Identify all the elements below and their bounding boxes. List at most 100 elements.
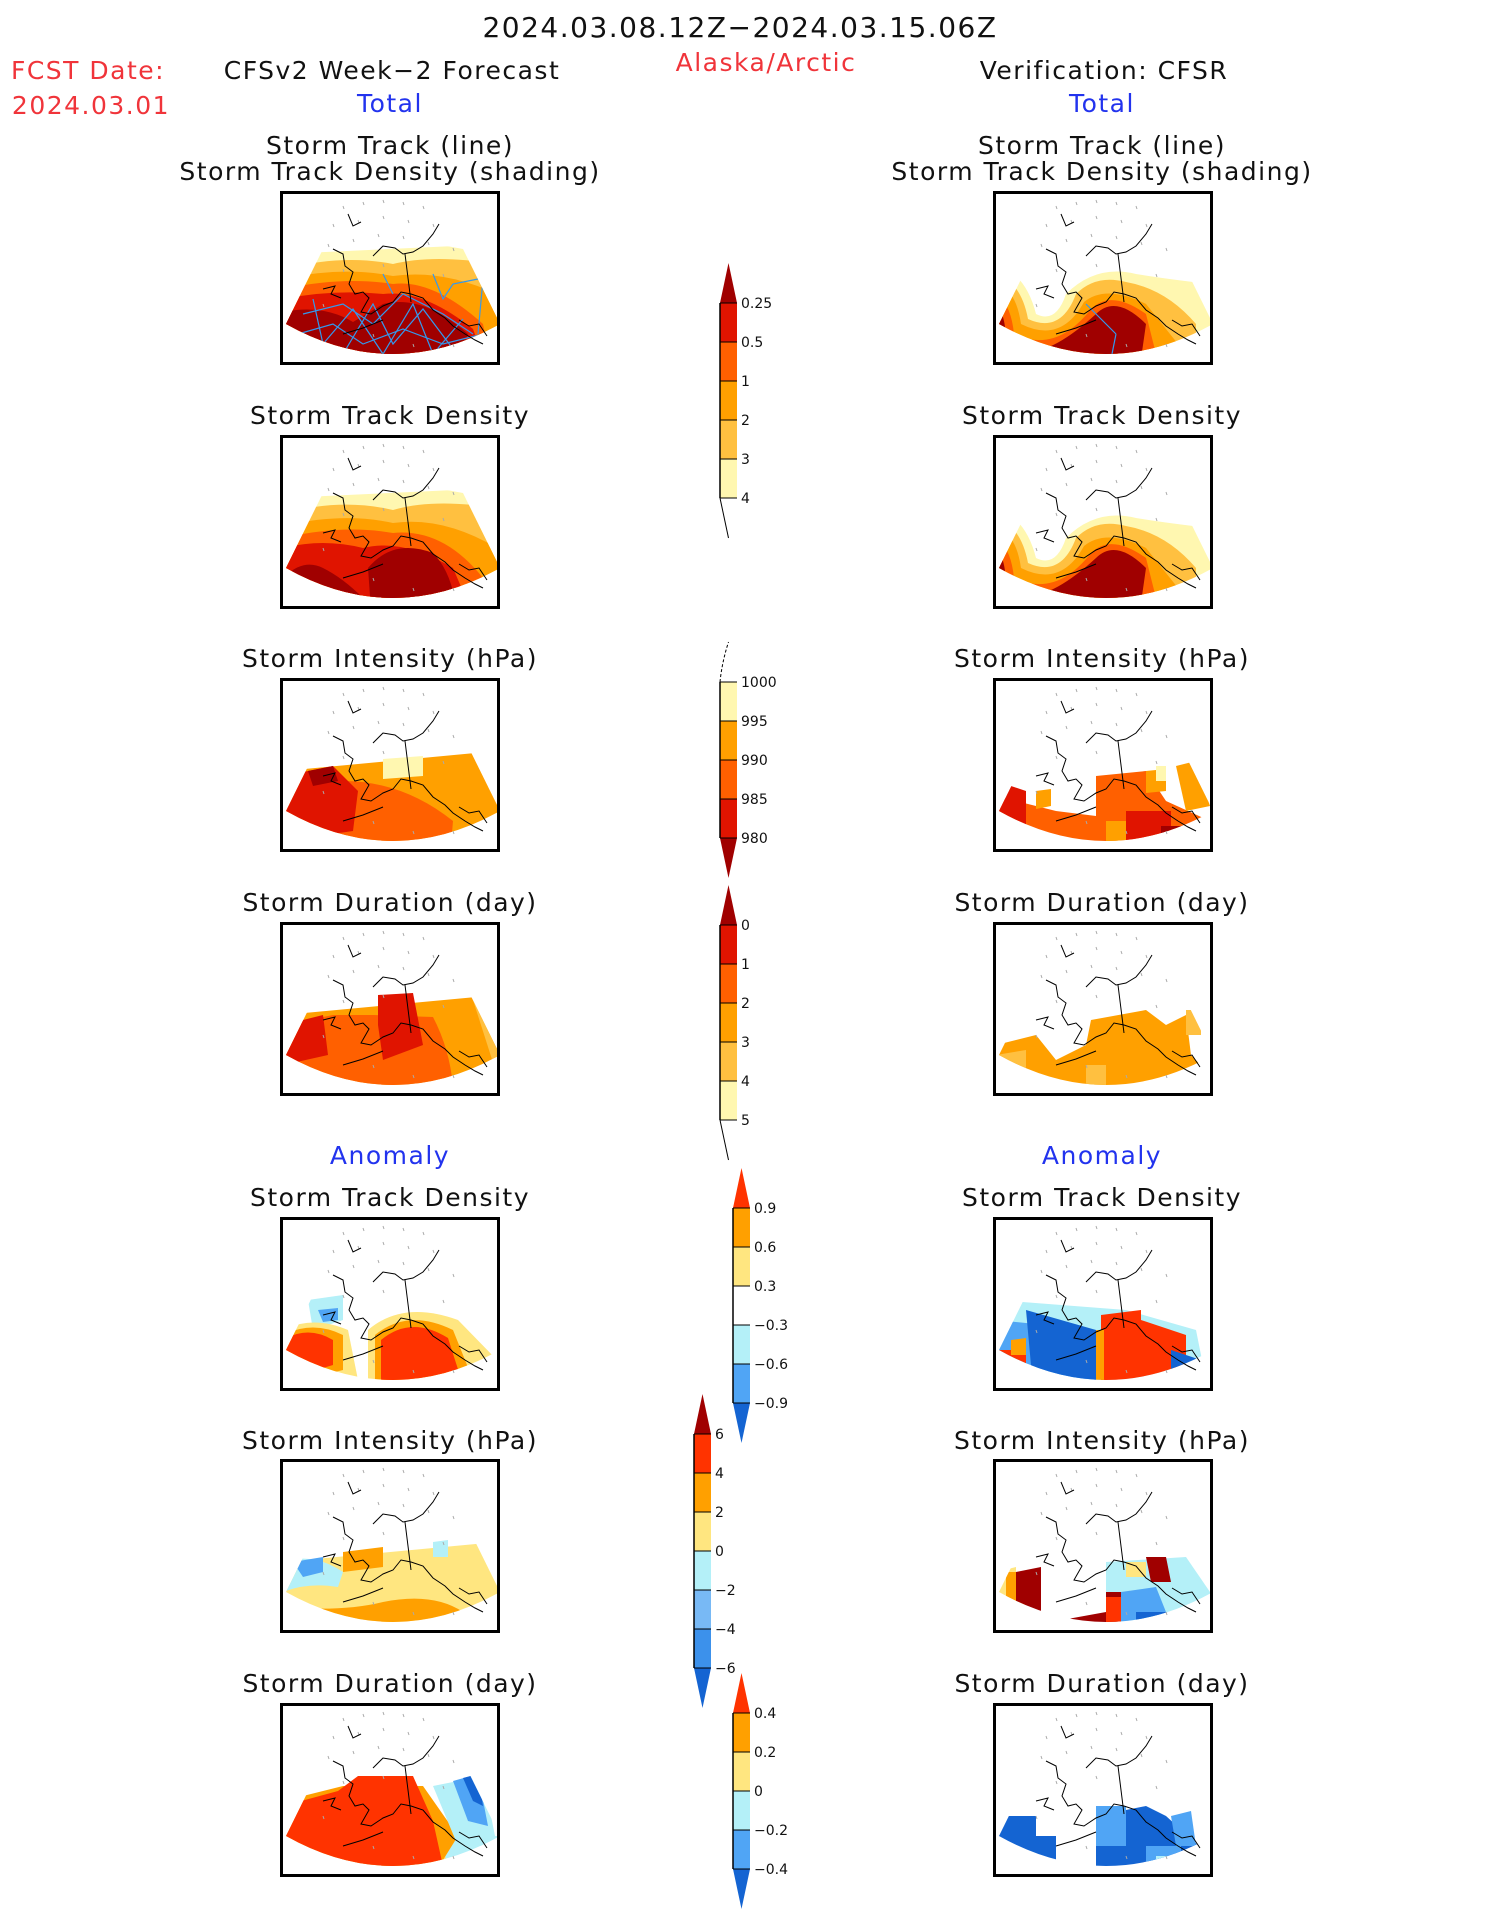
colorbar-extend-top bbox=[720, 885, 737, 925]
density-colorbar: 0.25 0.5 1 2 3 4 bbox=[719, 263, 840, 542]
colorbar-segment bbox=[694, 1434, 711, 1473]
colorbar-extend-bottom bbox=[694, 1668, 711, 1708]
colorbar-segment bbox=[733, 1830, 750, 1869]
colorbar-segment bbox=[720, 964, 737, 1003]
colorbar-tick-label: 0 bbox=[754, 1784, 763, 1800]
colorbar-segment bbox=[720, 721, 737, 760]
colorbar-segment bbox=[720, 303, 737, 342]
forecast-density-map bbox=[280, 435, 500, 609]
colorbar-tick-label: 0.3 bbox=[754, 1279, 776, 1295]
panel-title: Storm Track Density bbox=[249, 1183, 531, 1212]
colorbar-extend-bottom bbox=[719, 497, 729, 539]
colorbar-tick-label: 2 bbox=[715, 1505, 724, 1521]
panel-title: Storm Track Density (shading) bbox=[179, 157, 601, 186]
colorbar-extend-top bbox=[694, 1394, 711, 1434]
verification-density-anomaly-map bbox=[993, 1217, 1213, 1391]
verification-total-label: Total bbox=[1069, 89, 1135, 118]
colorbar-tick-label: 985 bbox=[741, 792, 768, 808]
colorbar-tick-label: 2 bbox=[741, 996, 750, 1012]
verification-anomaly-label: Anomaly bbox=[1041, 1141, 1163, 1170]
panel-title: Storm Intensity (hPa) bbox=[954, 1426, 1250, 1455]
map-plot bbox=[286, 443, 497, 598]
colorbar-segment bbox=[720, 1042, 737, 1081]
colorbar-segment bbox=[720, 1081, 737, 1120]
colorbar-tick-label: 1 bbox=[741, 957, 750, 973]
colorbar-extend-top bbox=[733, 1673, 750, 1713]
verification-intensity-anomaly-map bbox=[993, 1459, 1213, 1633]
colorbar-tick-label: −0.2 bbox=[754, 1823, 788, 1839]
map-plot bbox=[999, 1225, 1210, 1380]
colorbar-segment bbox=[733, 1364, 750, 1403]
forecast-column-title: CFSv2 Week−2 Forecast bbox=[223, 56, 561, 85]
colorbar-segment bbox=[720, 925, 737, 964]
colorbar-tick-label: −4 bbox=[715, 1622, 736, 1638]
verification-column-title: Verification: CFSR bbox=[979, 56, 1229, 85]
colorbar-segment bbox=[720, 459, 737, 498]
colorbar-tick-label: 990 bbox=[741, 753, 768, 769]
map-plot bbox=[999, 199, 1210, 354]
colorbar-tick-label: 0.2 bbox=[754, 1745, 776, 1761]
forecast-total-label: Total bbox=[357, 89, 423, 118]
colorbar-segment bbox=[733, 1208, 750, 1247]
colorbar-tick-label: 0 bbox=[741, 918, 750, 934]
colorbar-segment bbox=[733, 1713, 750, 1752]
verification-intensity-map bbox=[993, 678, 1213, 852]
colorbar-tick-label: 4 bbox=[715, 1466, 724, 1482]
colorbar-segment bbox=[733, 1752, 750, 1791]
colorbar-segment bbox=[733, 1247, 750, 1286]
colorbar-tick-label: 0.4 bbox=[754, 1706, 776, 1722]
colorbar-tick-label: 0.5 bbox=[741, 335, 763, 351]
forecast-anomaly-label: Anomaly bbox=[329, 1141, 451, 1170]
colorbar-tick-label: 980 bbox=[741, 831, 768, 847]
forecast-intensity-map bbox=[280, 678, 500, 852]
colorbar-extend-bottom bbox=[733, 1869, 750, 1909]
region-title: Alaska/Arctic bbox=[675, 48, 857, 77]
panel-title: Storm Track Density bbox=[249, 401, 531, 430]
panel-title: Storm Duration (day) bbox=[242, 888, 538, 917]
forecast-density-anomaly-map bbox=[280, 1217, 500, 1391]
verification-density-map bbox=[993, 435, 1213, 609]
panel-title: Storm Intensity (hPa) bbox=[242, 644, 538, 673]
colorbar-tick-label: 0 bbox=[715, 1544, 724, 1560]
colorbar-segment bbox=[733, 1325, 750, 1364]
colorbar-segment bbox=[694, 1473, 711, 1512]
colorbar-tick-label: 4 bbox=[741, 491, 750, 507]
panel-title: Storm Duration (day) bbox=[242, 1669, 538, 1698]
colorbar-extend-top bbox=[720, 263, 737, 303]
panel-title: Storm Track Density bbox=[961, 1183, 1243, 1212]
colorbar-tick-label: 5 bbox=[741, 1113, 750, 1129]
forecast-intensity-anomaly-map bbox=[280, 1459, 500, 1633]
colorbar-extend-top bbox=[733, 1168, 750, 1208]
map-plot bbox=[286, 1467, 497, 1622]
intensity-colorbar: 1000 995 990 985 980 bbox=[719, 641, 840, 882]
map-plot bbox=[286, 199, 497, 354]
panel-title: Storm Track Density bbox=[961, 401, 1243, 430]
colorbar-tick-label: −0.9 bbox=[754, 1396, 788, 1412]
forecast-duration-anomaly-map bbox=[280, 1703, 500, 1877]
colorbar-segment bbox=[694, 1590, 711, 1629]
fcst-date-value: 2024.03.01 bbox=[11, 91, 171, 120]
colorbar-tick-label: 0.25 bbox=[741, 296, 772, 312]
colorbar-segment bbox=[694, 1512, 711, 1551]
colorbar-segment bbox=[720, 342, 737, 381]
map-plot bbox=[286, 930, 497, 1085]
colorbar-tick-label: 4 bbox=[741, 1074, 750, 1090]
colorbar-extend-bottom bbox=[720, 838, 737, 878]
forecast-duration-map bbox=[280, 922, 500, 1096]
colorbar-segment bbox=[720, 381, 737, 420]
forecast-track-map bbox=[280, 191, 500, 365]
colorbar-tick-label: 995 bbox=[741, 714, 768, 730]
colorbar-tick-label: −6 bbox=[715, 1661, 736, 1677]
map-plot bbox=[999, 1711, 1210, 1866]
panel-title: Storm Intensity (hPa) bbox=[954, 644, 1250, 673]
fcst-date-label: FCST Date: bbox=[10, 56, 166, 85]
colorbar-tick-label: 0.9 bbox=[754, 1201, 776, 1217]
colorbar-segment bbox=[694, 1629, 711, 1668]
verification-duration-anomaly-map bbox=[993, 1703, 1213, 1877]
colorbar-tick-label: −0.4 bbox=[754, 1862, 788, 1878]
map-plot bbox=[999, 686, 1210, 841]
colorbar-segment bbox=[720, 420, 737, 459]
colorbar-tick-label: −0.3 bbox=[754, 1318, 788, 1334]
panel-title: Storm Duration (day) bbox=[954, 888, 1250, 917]
map-plot bbox=[999, 1467, 1210, 1622]
